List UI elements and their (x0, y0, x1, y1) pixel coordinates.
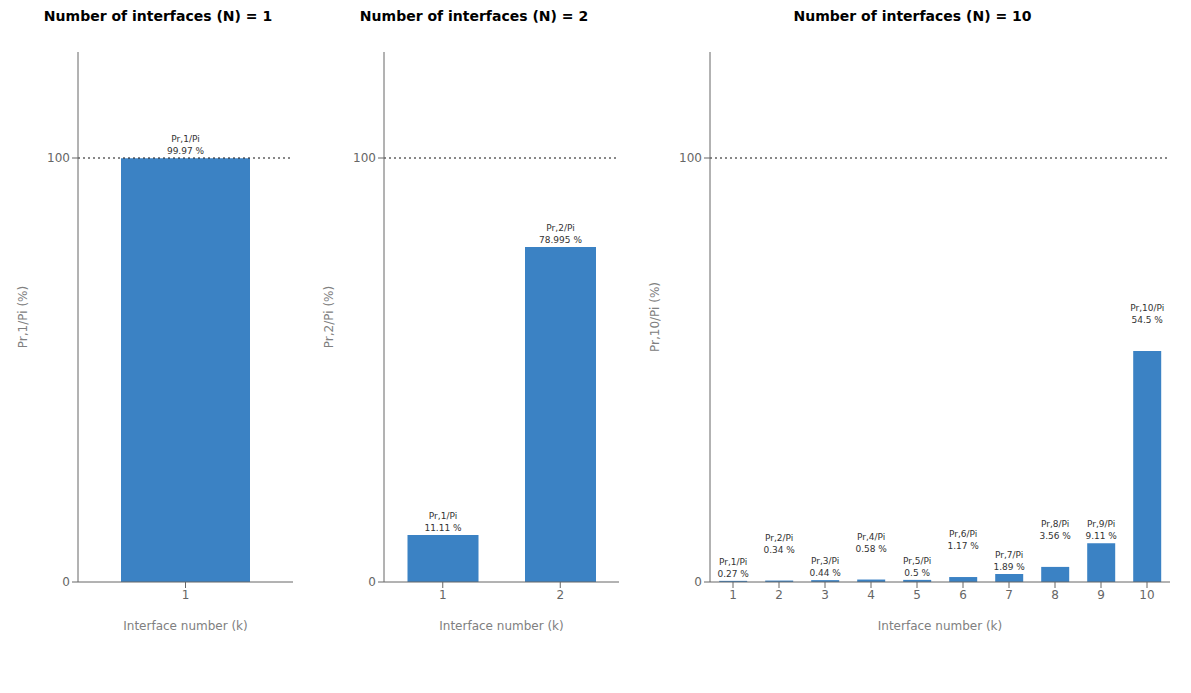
html-text:Number of interfaces (N) = 1: Number of interfaces (N) = 1 (43, 8, 273, 24)
svg-text:Interface number (k): Interface number (k) (878, 619, 1003, 633)
svg-text:2: 2 (556, 588, 564, 602)
svg-text:99.97 %: 99.97 % (167, 146, 205, 156)
svg-text:Pr,4/Pi: Pr,4/Pi (857, 532, 885, 542)
svg-text:0.5 %: 0.5 % (904, 568, 930, 578)
svg-text:0: 0 (62, 575, 70, 589)
svg-text:Interface number (k): Interface number (k) (123, 619, 248, 633)
svg-text:Pr,2/Pi (%): Pr,2/Pi (%) (322, 286, 336, 348)
svg-text:2: 2 (775, 588, 783, 602)
svg-text:3: 3 (821, 588, 829, 602)
svg-text:Pr,10/Pi: Pr,10/Pi (1130, 303, 1164, 313)
svg-text:Pr,7/Pi: Pr,7/Pi (995, 550, 1023, 560)
svg-text:Pr,1/Pi: Pr,1/Pi (719, 557, 747, 567)
svg-text:1.17 %: 1.17 % (947, 541, 979, 551)
svg-text:10: 10 (1139, 588, 1154, 602)
svg-text:6: 6 (959, 588, 967, 602)
svg-text:Pr,3/Pi: Pr,3/Pi (811, 556, 839, 566)
svg-text:0.27 %: 0.27 % (717, 569, 749, 579)
svg-text:100: 100 (353, 151, 376, 165)
svg-text:Pr,2/Pi: Pr,2/Pi (765, 533, 793, 543)
html-text:Number of interfaces (N) = 10: Number of interfaces (N) = 10 (793, 8, 1032, 24)
svg-text:4: 4 (867, 588, 875, 602)
svg-text:11.11 %: 11.11 % (424, 523, 462, 533)
svg-text:1: 1 (729, 588, 737, 602)
svg-text:78.995 %: 78.995 % (539, 235, 582, 245)
svg-text:0: 0 (694, 575, 702, 589)
svg-text:100: 100 (679, 151, 702, 165)
svg-text:Pr,5/Pi: Pr,5/Pi (903, 556, 931, 566)
svg-text:Pr,8/Pi: Pr,8/Pi (1041, 519, 1069, 529)
svg-text:3.56 %: 3.56 % (1039, 531, 1071, 541)
svg-text:Pr,6/Pi: Pr,6/Pi (949, 529, 977, 539)
svg-text:Interface number (k): Interface number (k) (439, 619, 564, 633)
svg-text:Pr,10/Pi (%): Pr,10/Pi (%) (648, 282, 662, 352)
svg-text:Pr,9/Pi: Pr,9/Pi (1087, 519, 1115, 529)
svg-text:Pr,1/Pi (%): Pr,1/Pi (%) (16, 286, 30, 348)
svg-text:100: 100 (47, 151, 70, 165)
html-text:Number of interfaces (N) = 2: Number of interfaces (N) = 2 (359, 8, 589, 24)
svg-text:8: 8 (1051, 588, 1059, 602)
svg-text:9.11 %: 9.11 % (1085, 531, 1117, 541)
svg-text:Pr,1/Pi: Pr,1/Pi (429, 511, 457, 521)
svg-text:0.34 %: 0.34 % (763, 545, 795, 555)
svg-text:Pr,1/Pi: Pr,1/Pi (171, 134, 199, 144)
svg-text:0.44 %: 0.44 % (809, 568, 841, 578)
svg-text:0: 0 (368, 575, 376, 589)
svg-text:Pr,2/Pi: Pr,2/Pi (546, 223, 574, 233)
svg-text:9: 9 (1097, 588, 1105, 602)
svg-text:54.5 %: 54.5 % (1131, 315, 1163, 325)
svg-text:7: 7 (1005, 588, 1013, 602)
svg-text:5: 5 (913, 588, 921, 602)
svg-text:1: 1 (182, 588, 190, 602)
svg-text:1.89 %: 1.89 % (993, 562, 1025, 572)
svg-text:1: 1 (439, 588, 447, 602)
svg-text:0.58 %: 0.58 % (855, 544, 887, 554)
